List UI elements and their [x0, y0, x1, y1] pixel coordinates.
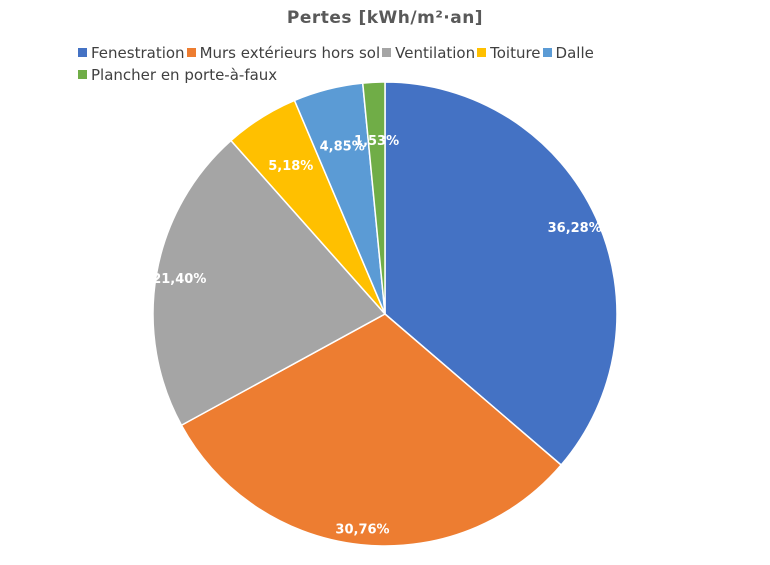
pie-slice	[152, 139, 387, 427]
pie-slice	[384, 81, 618, 467]
legend-swatch	[78, 70, 87, 79]
legend-item: Toiture	[477, 42, 541, 64]
legend-item: Ventilation	[382, 42, 475, 64]
data-label: 21,40%	[152, 272, 206, 287]
data-label: 30,76%	[335, 523, 389, 538]
legend-label: Murs extérieurs hors sol	[199, 44, 381, 62]
legend-label: Plancher en porte-à-faux	[91, 66, 278, 84]
legend-swatch	[78, 48, 87, 57]
legend-label: Dalle	[555, 44, 594, 62]
legend-swatch	[186, 48, 196, 57]
pie-slice	[361, 81, 386, 315]
legend-swatch	[382, 48, 392, 57]
legend-swatch	[477, 48, 487, 57]
data-label: 4,85%	[320, 139, 365, 154]
chart-title: Pertes [kWh/m²·an]	[286, 8, 484, 28]
data-label: 1,53%	[354, 134, 399, 149]
data-label: 5,18%	[268, 159, 313, 174]
legend-item: Dalle	[542, 42, 594, 64]
legend-item: Plancher en porte-à-faux	[78, 64, 277, 86]
legend-swatch	[542, 48, 552, 57]
legend: Fenestration Murs extérieurs hors sol Vent…	[78, 42, 738, 86]
pie-slice	[180, 313, 563, 547]
legend-label: Ventilation	[395, 44, 476, 62]
legend-item: Murs extérieurs hors sol	[186, 42, 381, 64]
data-label: 36,28%	[548, 221, 602, 236]
legend-label: Fenestration	[91, 44, 185, 62]
legend-item: Fenestration	[78, 42, 185, 64]
legend-label: Toiture	[490, 44, 541, 62]
